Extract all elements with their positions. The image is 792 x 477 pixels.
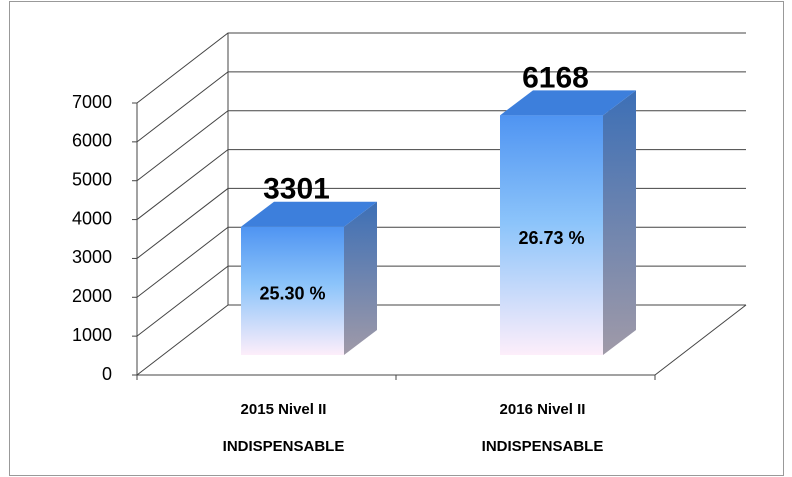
x-tick-label: 2016 Nivel II — [500, 401, 586, 418]
bar-top — [500, 90, 636, 116]
bar — [500, 115, 603, 356]
y-tick-label: 1000 — [72, 325, 112, 345]
bar-side — [344, 201, 377, 355]
bar — [241, 226, 344, 355]
y-tick-label: 0 — [102, 364, 112, 384]
y-tick-label: 6000 — [72, 131, 112, 151]
bar-side — [603, 90, 636, 356]
y-tick-label: 7000 — [72, 92, 112, 112]
x-tick-label: INDISPENSABLE — [482, 438, 604, 455]
y-tick-label: 3000 — [72, 247, 112, 267]
value-label: 6168 — [522, 61, 589, 94]
bar-top — [241, 201, 377, 227]
floor-edge — [654, 304, 747, 376]
x-tick-label: 2015 Nivel II — [241, 401, 327, 418]
y-tick-label: 5000 — [72, 169, 112, 189]
share-label: 26.73 % — [518, 228, 584, 248]
grid-line — [136, 32, 746, 104]
grid-line — [136, 71, 746, 143]
x-tick-label: INDISPENSABLE — [223, 438, 345, 455]
share-label: 25.30 % — [259, 284, 325, 304]
value-label: 3301 — [263, 173, 330, 206]
border — [9, 1, 784, 476]
y-tick-label: 2000 — [72, 286, 112, 306]
grid-line — [136, 304, 746, 376]
y-tick-label: 4000 — [72, 208, 112, 228]
